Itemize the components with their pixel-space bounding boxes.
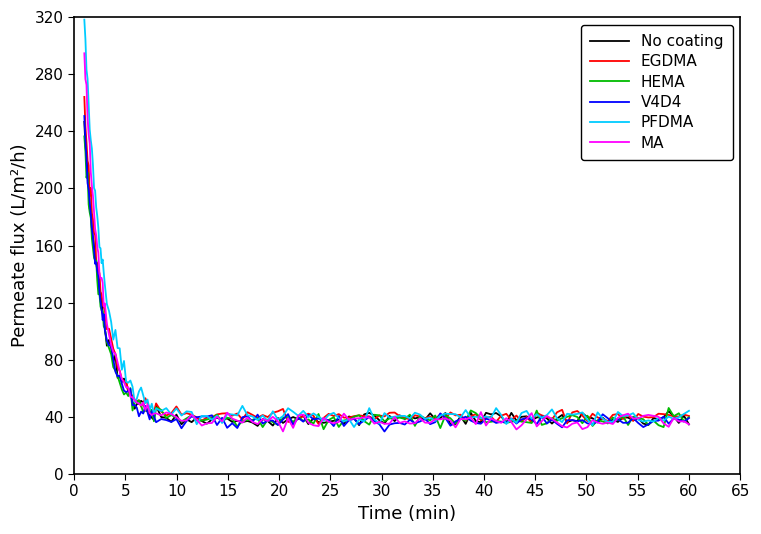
Line: No coating: No coating (84, 122, 689, 426)
MA (279, 428, 288, 435)
MA (136, 402, 145, 409)
PFDMA (684, 407, 693, 414)
V4D4 (100, 327, 110, 333)
HEMA (263, 417, 272, 423)
V4D4 (136, 409, 145, 415)
EGDMA (431, 416, 440, 422)
EGDMA (135, 397, 144, 404)
HEMA (115, 380, 124, 386)
Line: EGDMA: EGDMA (84, 97, 689, 424)
V4D4 (263, 418, 272, 424)
No coating (269, 422, 278, 429)
HEMA (100, 325, 110, 332)
MA (80, 50, 89, 57)
EGDMA (100, 307, 110, 313)
Legend: No coating, EGDMA, HEMA, V4D4, PFDMA, MA: No coating, EGDMA, HEMA, V4D4, PFDMA, MA (581, 25, 733, 160)
Line: MA: MA (84, 53, 689, 431)
No coating (80, 119, 89, 125)
PFDMA (115, 345, 124, 351)
Line: PFDMA: PFDMA (84, 20, 689, 427)
No coating (431, 416, 440, 422)
PFDMA (80, 17, 89, 23)
HEMA (80, 133, 89, 139)
No coating (684, 421, 693, 428)
V4D4 (380, 428, 389, 435)
HEMA (684, 414, 693, 420)
EGDMA (314, 421, 323, 427)
EGDMA (136, 404, 145, 410)
No coating (100, 325, 110, 331)
MA (684, 421, 693, 428)
PFDMA (136, 384, 145, 391)
EGDMA (80, 94, 89, 100)
Line: V4D4: V4D4 (84, 116, 689, 431)
HEMA (431, 412, 440, 419)
PFDMA (263, 418, 272, 424)
No coating (135, 400, 144, 407)
Y-axis label: Permeate flux (L/m²/h): Permeate flux (L/m²/h) (11, 144, 29, 347)
No coating (253, 423, 263, 429)
V4D4 (684, 415, 693, 421)
EGDMA (263, 414, 272, 420)
MA (100, 300, 110, 307)
No coating (136, 398, 145, 404)
HEMA (319, 426, 328, 433)
PFDMA (100, 281, 110, 288)
No coating (115, 373, 124, 380)
MA (263, 418, 272, 424)
HEMA (136, 402, 145, 409)
MA (431, 416, 440, 422)
PFDMA (135, 388, 144, 395)
EGDMA (684, 413, 693, 419)
EGDMA (115, 367, 124, 374)
V4D4 (135, 413, 144, 420)
V4D4 (80, 113, 89, 119)
HEMA (135, 397, 144, 404)
Line: HEMA: HEMA (84, 136, 689, 429)
PFDMA (349, 424, 358, 430)
V4D4 (431, 419, 440, 426)
V4D4 (115, 372, 124, 379)
X-axis label: Time (min): Time (min) (358, 505, 456, 523)
PFDMA (431, 418, 440, 424)
MA (135, 400, 144, 407)
MA (115, 368, 124, 375)
